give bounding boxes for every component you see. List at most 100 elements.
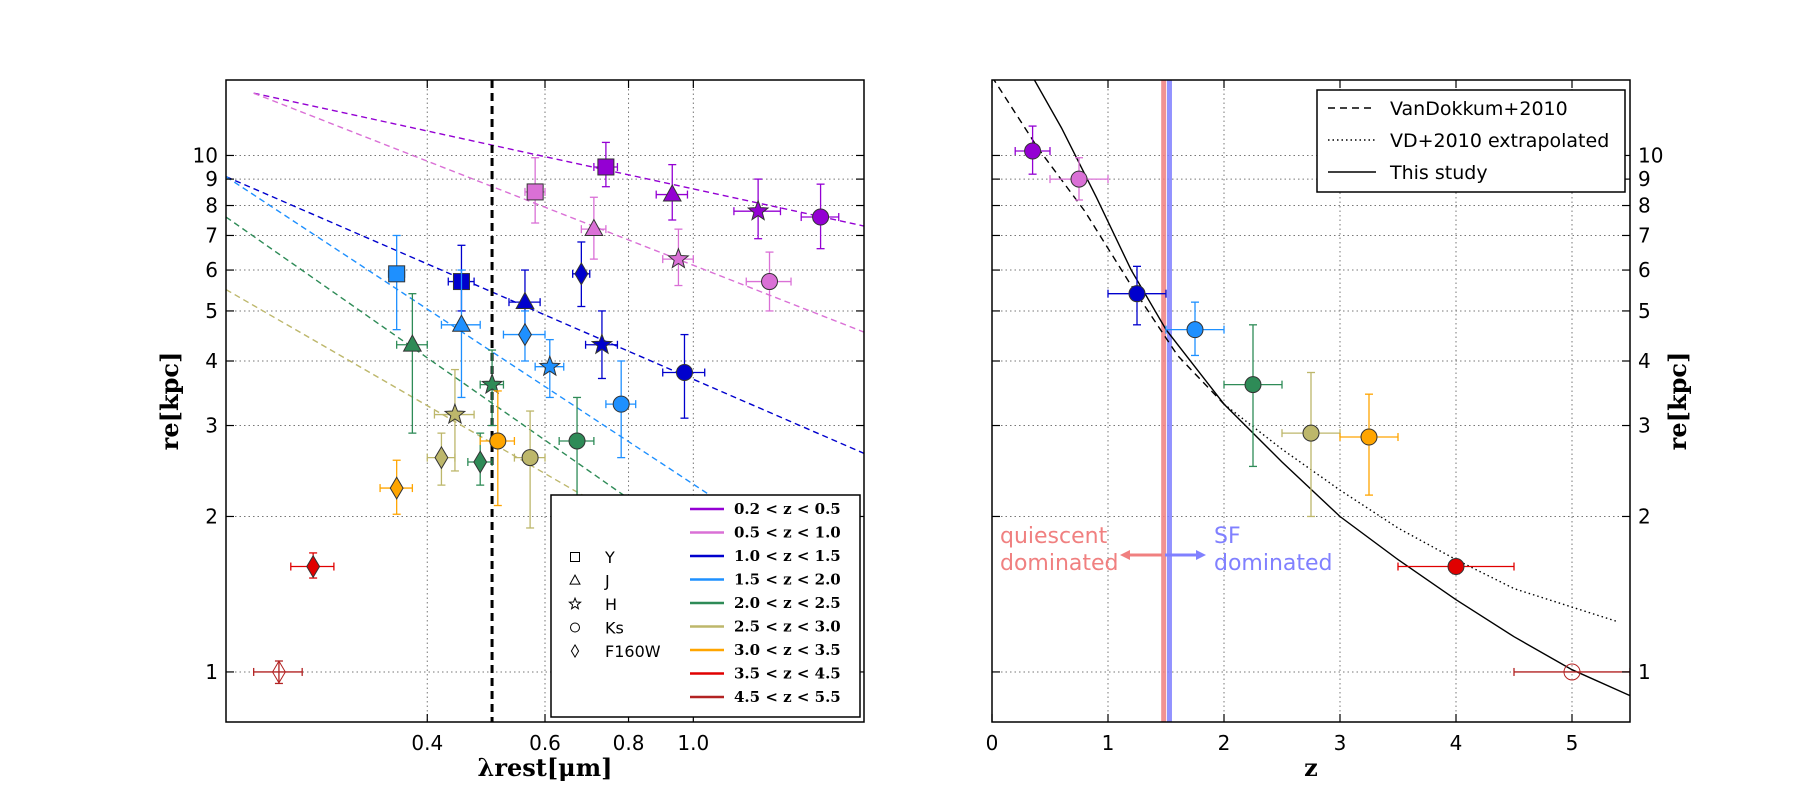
data-point <box>558 396 595 496</box>
data-point <box>379 459 414 515</box>
left-ytick-label: 9 <box>205 167 218 191</box>
legend-label: VanDokkum+2010 <box>1390 98 1568 120</box>
legend-marker <box>570 622 580 633</box>
right-xtick-label: 4 <box>1450 731 1463 755</box>
data-point <box>534 338 565 399</box>
right-legend: VanDokkum+2010 VD+2010 extrapolated This s… <box>1316 89 1626 193</box>
data-point <box>572 241 591 308</box>
data-point <box>396 293 428 434</box>
data-point <box>387 234 406 331</box>
right-xtick-label: 0 <box>986 731 999 755</box>
arrow-sf-head <box>1196 550 1206 560</box>
fit-line <box>226 175 864 454</box>
right-curves <box>993 80 1630 697</box>
left-ticks: 0.4 0.6 0.8 1.0 1 2 3 4 5 6 7 8 910 <box>193 80 864 755</box>
annotation-quiescent-dominated: dominated <box>1000 551 1119 576</box>
right-legend-box <box>1316 89 1626 193</box>
model-curve <box>1223 403 1619 623</box>
point-marker <box>389 476 404 500</box>
point-marker <box>612 395 630 413</box>
left-ytick-label: 2 <box>205 504 218 528</box>
data-point <box>1165 301 1225 357</box>
legend-label: 3.0 < z < 3.5 <box>734 641 841 659</box>
right-vlines <box>1161 80 1172 722</box>
legend-marker-label: J <box>604 572 610 591</box>
point-marker <box>1244 376 1262 394</box>
data-point <box>655 163 689 221</box>
point-marker <box>584 218 604 237</box>
legend-marker <box>568 596 582 610</box>
legend-label: 2.5 < z < 3.0 <box>734 618 841 636</box>
left-ytick-label: 10 <box>193 143 218 167</box>
right-ticks: 0 1 2 3 4 5 1 2 3 4 5 6 7 8 910 <box>986 80 1663 755</box>
right-points <box>1014 125 1630 681</box>
data-point <box>467 432 493 486</box>
left-ytick-label: 3 <box>205 414 218 438</box>
legend-label: 0.2 < z < 0.5 <box>734 500 841 518</box>
left-ylabel: re[kpc] <box>155 352 184 451</box>
left-ytick-label: 8 <box>205 194 218 218</box>
data-point <box>745 251 792 312</box>
legend-label: 2.0 < z < 2.5 <box>734 594 841 612</box>
legend-marker-label: F160W <box>605 642 661 661</box>
left-ytick-label: 7 <box>205 223 218 247</box>
data-point <box>1107 265 1167 326</box>
data-point <box>1513 663 1630 681</box>
point-marker <box>667 247 690 269</box>
data-point <box>1339 393 1399 496</box>
left-panel: 0.4 0.6 0.8 1.0 1 2 3 4 5 6 7 8 910 λrest[μm] re[kpc… <box>155 79 865 782</box>
point-marker <box>812 208 830 226</box>
point-marker <box>597 158 615 176</box>
data-point <box>253 660 303 685</box>
data-point <box>605 360 637 459</box>
point-marker <box>521 449 539 467</box>
data-point <box>1397 558 1515 576</box>
right-ytick-label: 2 <box>1638 504 1651 528</box>
point-marker <box>1070 170 1088 188</box>
right-ytick-label: 10 <box>1638 143 1663 167</box>
left-xlabel: λrest[μm] <box>477 753 612 782</box>
legend-marker <box>570 552 580 562</box>
left-xtick-label: 1.0 <box>677 731 709 755</box>
data-point <box>1223 324 1283 468</box>
point-marker <box>489 432 507 450</box>
point-marker <box>1563 663 1581 681</box>
left-xtick-label: 0.6 <box>529 731 561 755</box>
point-marker <box>480 372 504 395</box>
right-xtick-label: 3 <box>1334 731 1347 755</box>
point-marker <box>590 332 614 355</box>
right-ylabel: re[kpc] <box>1663 352 1692 451</box>
left-ytick-label: 6 <box>205 258 218 282</box>
legend-marker <box>569 574 581 585</box>
arrow-quiescent-head <box>1120 550 1130 560</box>
annotation-quiescent: quiescent <box>1000 524 1108 549</box>
data-point <box>580 196 607 260</box>
data-point <box>479 390 516 507</box>
data-point <box>290 552 335 579</box>
legend-label: 0.5 < z < 1.0 <box>734 524 841 542</box>
left-fit-lines <box>226 92 864 512</box>
point-marker <box>1024 142 1042 160</box>
legend-marker <box>570 643 580 659</box>
right-axes-frame <box>991 79 1631 723</box>
point-marker <box>1128 285 1146 303</box>
left-xtick-label: 0.4 <box>411 731 443 755</box>
right-ytick-label: 7 <box>1638 223 1651 247</box>
fit-line <box>226 216 647 512</box>
legend-marker-label: Y <box>604 548 615 567</box>
data-point <box>513 410 546 529</box>
point-marker <box>568 432 586 450</box>
point-marker <box>515 291 535 310</box>
legend-label: 1.5 < z < 2.0 <box>734 571 841 589</box>
legend-marker-label: Ks <box>605 619 624 638</box>
left-legend: 0.2 < z < 0.5 0.5 < z < 1.0 1.0 < z < 1.5 1… <box>550 494 861 718</box>
right-xtick-label: 1 <box>1102 731 1115 755</box>
right-ytick-label: 8 <box>1638 194 1651 218</box>
right-ytick-label: 3 <box>1638 414 1651 438</box>
legend-marker-label: H <box>605 595 617 614</box>
data-point <box>1049 157 1109 201</box>
point-marker <box>746 199 770 221</box>
point-marker <box>675 364 693 382</box>
data-point <box>662 228 694 287</box>
